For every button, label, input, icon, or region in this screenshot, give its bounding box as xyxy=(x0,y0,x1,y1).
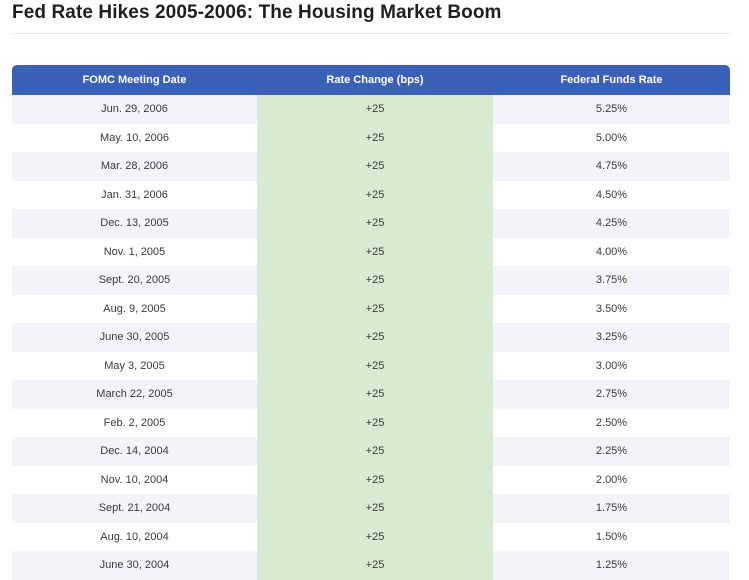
cell-funds-rate: 3.25% xyxy=(595,331,628,344)
cell-meeting-date: Sept. 21, 2004 xyxy=(98,502,171,515)
table-row: Aug. 10, 2004 +25 1.50% xyxy=(12,522,730,551)
rate-hikes-table: FOMC Meeting Date Rate Change (bps) Fede… xyxy=(12,65,730,580)
cell-funds-rate: 1.50% xyxy=(595,530,628,543)
cell-meeting-date: May 3, 2005 xyxy=(104,359,165,372)
cell-funds-rate: 5.25% xyxy=(595,103,628,116)
cell-funds-rate: 2.25% xyxy=(595,445,628,458)
table-row: Dec. 14, 2004 +25 2.25% xyxy=(12,437,730,466)
table-row: June 30, 2004 +25 1.25% xyxy=(12,551,730,580)
cell-rate-change: +25 xyxy=(257,180,493,209)
cell-rate-change: +25 xyxy=(257,266,493,295)
cell-meeting-date: Sept. 20, 2005 xyxy=(98,274,171,287)
cell-rate-change: +25 xyxy=(257,522,493,551)
table-row: Nov. 10, 2004 +25 2.00% xyxy=(12,465,730,494)
cell-meeting-date: Feb. 2, 2005 xyxy=(103,416,166,429)
cell-meeting-date: Jun. 29, 2006 xyxy=(101,103,168,116)
table-row: Feb. 2, 2005 +25 2.50% xyxy=(12,408,730,437)
cell-funds-rate: 3.50% xyxy=(595,302,628,315)
cell-funds-rate: 5.00% xyxy=(595,131,628,144)
cell-rate-change: +25 xyxy=(257,408,493,437)
cell-rate-change: +25 xyxy=(257,551,493,580)
cell-funds-rate: 3.00% xyxy=(595,359,628,372)
cell-meeting-date: May. 10, 2006 xyxy=(100,131,169,144)
table-row: Nov. 1, 2005 +25 4.00% xyxy=(12,237,730,266)
cell-meeting-date: Dec. 13, 2005 xyxy=(100,217,169,230)
table-row: Sept. 21, 2004 +25 1.75% xyxy=(12,494,730,523)
column-header-meeting-date: FOMC Meeting Date xyxy=(82,74,187,86)
page-title: Fed Rate Hikes 2005-2006: The Housing Ma… xyxy=(12,2,502,23)
cell-rate-change: +25 xyxy=(257,323,493,352)
cell-funds-rate: 4.50% xyxy=(595,188,628,201)
cell-meeting-date: June 30, 2005 xyxy=(99,331,170,344)
table-header-row: FOMC Meeting Date Rate Change (bps) Fede… xyxy=(12,65,730,95)
cell-rate-change: +25 xyxy=(257,123,493,152)
cell-rate-change: +25 xyxy=(257,294,493,323)
cell-rate-change: +25 xyxy=(257,380,493,409)
cell-meeting-date: March 22, 2005 xyxy=(96,388,173,401)
cell-meeting-date: Mar. 28, 2006 xyxy=(100,160,169,173)
cell-meeting-date: Nov. 1, 2005 xyxy=(103,245,166,258)
table-row: May 3, 2005 +25 3.00% xyxy=(12,351,730,380)
table-row: June 30, 2005 +25 3.25% xyxy=(12,323,730,352)
cell-meeting-date: Nov. 10, 2004 xyxy=(100,473,169,486)
cell-funds-rate: 4.00% xyxy=(595,245,628,258)
table-row: Aug. 9, 2005 +25 3.50% xyxy=(12,294,730,323)
cell-rate-change: +25 xyxy=(257,152,493,181)
cell-rate-change: +25 xyxy=(257,237,493,266)
cell-rate-change: +25 xyxy=(257,95,493,124)
title-divider xyxy=(12,33,730,34)
table-row: Jun. 29, 2006 +25 5.25% xyxy=(12,95,730,124)
table-row: Mar. 28, 2006 +25 4.75% xyxy=(12,152,730,181)
cell-rate-change: +25 xyxy=(257,494,493,523)
cell-funds-rate: 4.75% xyxy=(595,160,628,173)
table-row: Dec. 13, 2005 +25 4.25% xyxy=(12,209,730,238)
cell-funds-rate: 2.50% xyxy=(595,416,628,429)
cell-funds-rate: 2.75% xyxy=(595,388,628,401)
cell-funds-rate: 4.25% xyxy=(595,217,628,230)
cell-rate-change: +25 xyxy=(257,209,493,238)
cell-funds-rate: 3.75% xyxy=(595,274,628,287)
column-header-rate-change: Rate Change (bps) xyxy=(326,74,424,86)
table-body: Jun. 29, 2006 +25 5.25% May. 10, 2006 +25 5.0… xyxy=(12,95,730,580)
cell-rate-change: +25 xyxy=(257,437,493,466)
cell-meeting-date: June 30, 2004 xyxy=(99,559,170,572)
table-row: March 22, 2005 +25 2.75% xyxy=(12,380,730,409)
cell-rate-change: +25 xyxy=(257,351,493,380)
table-row: Jan. 31, 2006 +25 4.50% xyxy=(12,180,730,209)
cell-meeting-date: Aug. 9, 2005 xyxy=(103,302,166,315)
table-row: May. 10, 2006 +25 5.00% xyxy=(12,123,730,152)
table-row: Sept. 20, 2005 +25 3.75% xyxy=(12,266,730,295)
cell-funds-rate: 2.00% xyxy=(595,473,628,486)
cell-rate-change: +25 xyxy=(257,465,493,494)
cell-meeting-date: Jan. 31, 2006 xyxy=(101,188,168,201)
column-header-funds-rate: Federal Funds Rate xyxy=(560,74,663,86)
cell-meeting-date: Aug. 10, 2004 xyxy=(100,530,169,543)
cell-funds-rate: 1.25% xyxy=(595,559,628,572)
cell-funds-rate: 1.75% xyxy=(595,502,628,515)
cell-meeting-date: Dec. 14, 2004 xyxy=(100,445,169,458)
